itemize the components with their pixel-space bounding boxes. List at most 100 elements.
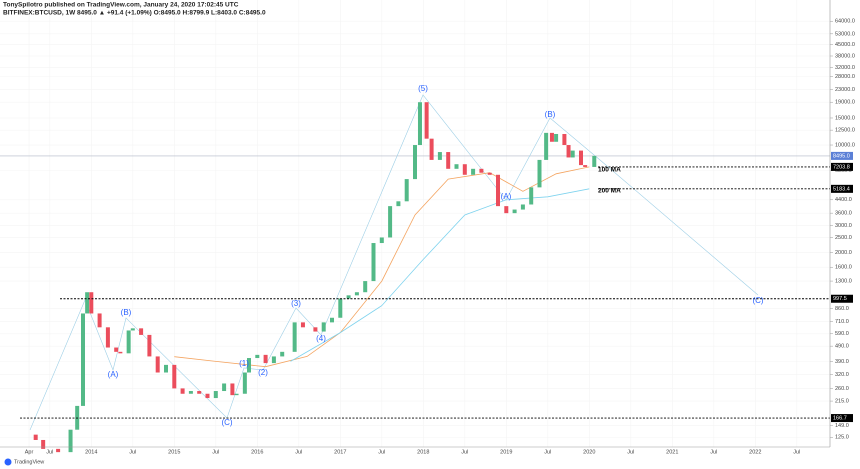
candle bbox=[437, 152, 442, 160]
candle bbox=[33, 434, 38, 440]
candle bbox=[222, 383, 227, 392]
x-tick-label: 2016 bbox=[251, 449, 263, 455]
candle bbox=[471, 168, 476, 175]
x-tick-label: 2017 bbox=[334, 449, 346, 455]
y-tick-label: 12500.0 bbox=[835, 128, 855, 134]
y-tick-label: 1300.0 bbox=[835, 279, 852, 285]
brand-icon bbox=[4, 458, 12, 466]
y-tick-label: 590.0 bbox=[835, 331, 849, 337]
wave-label: (B) bbox=[121, 308, 132, 317]
y-tick-label: 45000.0 bbox=[835, 42, 855, 48]
y-tick-label: 32000.0 bbox=[835, 65, 855, 71]
candle bbox=[188, 391, 193, 394]
candle bbox=[213, 391, 218, 399]
candle bbox=[97, 313, 102, 328]
level-label: 5183.4 bbox=[833, 186, 850, 192]
ma-label: 200 MA bbox=[598, 188, 621, 195]
candle bbox=[429, 138, 434, 160]
y-tick-label: 860.0 bbox=[835, 306, 849, 312]
candle bbox=[454, 164, 459, 169]
y-tick-label: 710.0 bbox=[835, 319, 849, 325]
x-tick-label: Apr bbox=[25, 449, 34, 455]
candle bbox=[85, 292, 90, 314]
candle bbox=[562, 133, 567, 146]
candle bbox=[271, 356, 276, 364]
y-tick-label: 490.0 bbox=[835, 344, 849, 350]
candle bbox=[354, 292, 359, 296]
candle bbox=[147, 334, 152, 357]
y-tick-label: 215.0 bbox=[835, 399, 849, 405]
level-label: 166.7 bbox=[833, 416, 847, 422]
level-label-bg bbox=[831, 162, 853, 171]
y-tick-label: 260.0 bbox=[835, 386, 849, 392]
x-tick-label: 2022 bbox=[749, 449, 761, 455]
candle bbox=[56, 448, 61, 453]
y-tick-label: 6800.0 bbox=[835, 168, 852, 174]
x-tick-label: 2021 bbox=[666, 449, 678, 455]
candle bbox=[504, 206, 509, 214]
candle bbox=[68, 429, 73, 453]
x-tick-label: 2018 bbox=[417, 449, 429, 455]
candle bbox=[424, 102, 429, 139]
candle bbox=[554, 133, 559, 142]
y-tick-label: 23000.0 bbox=[835, 87, 855, 93]
x-tick-label: Jul bbox=[378, 449, 385, 455]
candle bbox=[172, 364, 177, 389]
ma-label: 100 MA bbox=[598, 167, 621, 174]
candle bbox=[487, 172, 492, 175]
x-tick-label: Jul bbox=[212, 449, 219, 455]
candle bbox=[292, 322, 297, 352]
y-tick-label: 1600.0 bbox=[835, 265, 852, 271]
candle bbox=[413, 145, 417, 180]
level-label-bg bbox=[831, 184, 853, 193]
x-tick-label: Jul bbox=[793, 449, 800, 455]
candle bbox=[346, 295, 351, 299]
candle bbox=[529, 187, 534, 205]
level-label-bg bbox=[831, 294, 853, 303]
y-tick-label: 28000.0 bbox=[835, 74, 855, 80]
candle bbox=[242, 372, 247, 394]
wave-label: (C) bbox=[221, 418, 232, 427]
x-tick-label: 2019 bbox=[500, 449, 512, 455]
y-tick-label: 53000.0 bbox=[835, 31, 855, 37]
candle bbox=[583, 165, 588, 167]
level-label-bg bbox=[831, 414, 853, 423]
candle bbox=[205, 393, 210, 399]
x-tick-label: Jul bbox=[461, 449, 468, 455]
candle bbox=[164, 364, 168, 373]
candle bbox=[566, 145, 571, 158]
candle bbox=[118, 351, 123, 354]
y-tick-label: 2500.0 bbox=[835, 235, 852, 241]
y-tick-label: 38000.0 bbox=[835, 53, 855, 59]
candle bbox=[592, 155, 597, 167]
candle bbox=[544, 132, 549, 160]
candle bbox=[197, 391, 202, 394]
wave-line bbox=[29, 94, 759, 431]
y-tick-label: 390.0 bbox=[835, 359, 849, 365]
y-tick-label: 3000.0 bbox=[835, 223, 852, 229]
candle bbox=[417, 102, 422, 146]
candle bbox=[89, 292, 94, 314]
candle bbox=[126, 330, 131, 354]
candle bbox=[446, 152, 451, 169]
moving-average bbox=[174, 166, 590, 368]
y-tick-label: 64000.0 bbox=[835, 19, 855, 25]
candle bbox=[321, 322, 326, 332]
candle bbox=[139, 328, 144, 335]
y-tick-label: 4400.0 bbox=[835, 197, 852, 203]
candle bbox=[579, 150, 583, 166]
y-tick-label: 19000.0 bbox=[835, 100, 855, 106]
candle bbox=[520, 204, 525, 210]
x-tick-label: Jul bbox=[710, 449, 717, 455]
y-tick-label: 149.0 bbox=[835, 423, 849, 429]
candle bbox=[330, 317, 334, 323]
candle bbox=[155, 356, 160, 373]
wave-label: (A) bbox=[501, 192, 512, 201]
candle bbox=[404, 179, 409, 202]
candle bbox=[379, 237, 384, 244]
candle bbox=[105, 327, 110, 348]
last-price-label: 8495.0 bbox=[833, 153, 850, 159]
candle bbox=[255, 354, 260, 359]
candle bbox=[496, 174, 500, 207]
